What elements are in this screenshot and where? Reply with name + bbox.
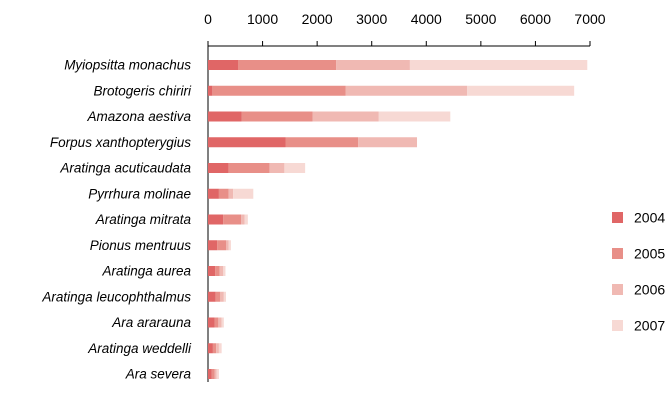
bar-segment-2004 [208, 343, 213, 354]
bar-segment-2006 [214, 369, 217, 379]
x-axis: 0 1000 2000 3000 4000 5000 6000 7000 [204, 11, 606, 47]
category-label: Brotogeris chiriri [93, 83, 192, 98]
bar-segment-2005 [211, 369, 215, 379]
legend-swatch [612, 320, 623, 331]
category-label: Ara severa [125, 367, 192, 382]
bar-segment-2006 [216, 343, 219, 354]
bar-segment-2004 [208, 317, 215, 328]
bar-segment-2007 [218, 343, 222, 354]
legend-label: 2007 [634, 318, 665, 334]
bar-segment-2006 [241, 214, 245, 225]
bar-segment-2005 [238, 60, 337, 70]
bar-segment-2007 [233, 188, 254, 199]
bar-segment-2007 [409, 60, 588, 70]
category-label: Aratinga weddelli [87, 341, 192, 356]
bar-segment-2007 [223, 291, 227, 302]
legend-swatch [612, 212, 623, 223]
y-axis: Myiopsitta monachus Brotogeris chiriri Ama… [41, 46, 209, 382]
bar-segment-2005 [215, 266, 220, 276]
category-label: Ara ararauna [111, 315, 191, 330]
category-label: Forpus xanthopterygius [50, 135, 191, 150]
bar-segment-2004 [208, 240, 218, 251]
bar-segment-2004 [208, 369, 212, 379]
bar-segment-2005 [285, 137, 359, 148]
bar-segment-2006 [358, 137, 418, 148]
bar-segment-2005 [212, 85, 346, 96]
legend-swatch [612, 248, 623, 259]
x-tick-label: 6000 [520, 11, 551, 27]
legend-label: 2004 [634, 210, 665, 226]
bar-segment-2006 [269, 163, 285, 173]
bar-segment-2007 [228, 240, 231, 251]
category-label: Aratinga leucophthalmus [41, 289, 191, 304]
bar-segment-2005 [217, 240, 227, 251]
category-label: Pyrrhura molinae [88, 186, 191, 201]
bar-segment-2005 [241, 111, 313, 122]
bar-segment-2004 [208, 214, 224, 225]
bar-segment-2007 [284, 163, 306, 173]
bar-segment-2007 [223, 266, 226, 276]
bars [208, 60, 588, 379]
bar-segment-2005 [223, 214, 242, 225]
bar-segment-2004 [208, 188, 219, 199]
bar-segment-2004 [208, 137, 286, 148]
x-tick-label: 0 [204, 11, 212, 27]
bar-segment-2007 [216, 369, 219, 379]
category-label: Amazona aestiva [86, 109, 191, 124]
x-tick-label: 1000 [247, 11, 278, 27]
category-label: Aratinga acuticaudata [59, 161, 191, 176]
bar-segment-2004 [208, 266, 216, 276]
bar-segment-2004 [208, 291, 216, 302]
bar-segment-2004 [208, 163, 229, 173]
legend-label: 2005 [634, 246, 665, 262]
x-tick-label: 4000 [411, 11, 442, 27]
bar-segment-2004 [208, 111, 242, 122]
legend-label: 2006 [634, 282, 665, 298]
category-label: Myiopsitta monachus [64, 58, 191, 73]
bar-segment-2004 [208, 85, 213, 96]
bar-segment-2004 [208, 60, 239, 70]
bar-segment-2005 [218, 188, 229, 199]
bar-segment-2007 [467, 85, 575, 96]
bar-segment-2006 [312, 111, 379, 122]
bar-segment-2007 [221, 317, 224, 328]
legend: 2004 2005 2006 2007 [612, 210, 665, 334]
bar-segment-2006 [228, 188, 234, 199]
x-tick-label: 7000 [574, 11, 605, 27]
bar-segment-2006 [220, 291, 224, 302]
bar-segment-2007 [378, 111, 451, 122]
x-tick-label: 3000 [356, 11, 387, 27]
category-label: Aratinga mitrata [95, 212, 192, 227]
bar-segment-2005 [212, 343, 217, 354]
bar-segment-2007 [244, 214, 248, 225]
x-tick-label: 5000 [465, 11, 496, 27]
bar-segment-2006 [219, 266, 224, 276]
bar-segment-2006 [226, 240, 229, 251]
category-label: Pionus mentruus [90, 238, 192, 253]
bar-segment-2006 [218, 317, 222, 328]
bar-segment-2005 [228, 163, 270, 173]
bar-segment-2006 [345, 85, 468, 96]
x-tick-label: 2000 [302, 11, 333, 27]
bar-segment-2006 [336, 60, 410, 70]
category-label: Aratinga aurea [101, 264, 191, 279]
legend-swatch [612, 284, 623, 295]
bar-segment-2005 [214, 317, 219, 328]
bar-segment-2005 [215, 291, 221, 302]
